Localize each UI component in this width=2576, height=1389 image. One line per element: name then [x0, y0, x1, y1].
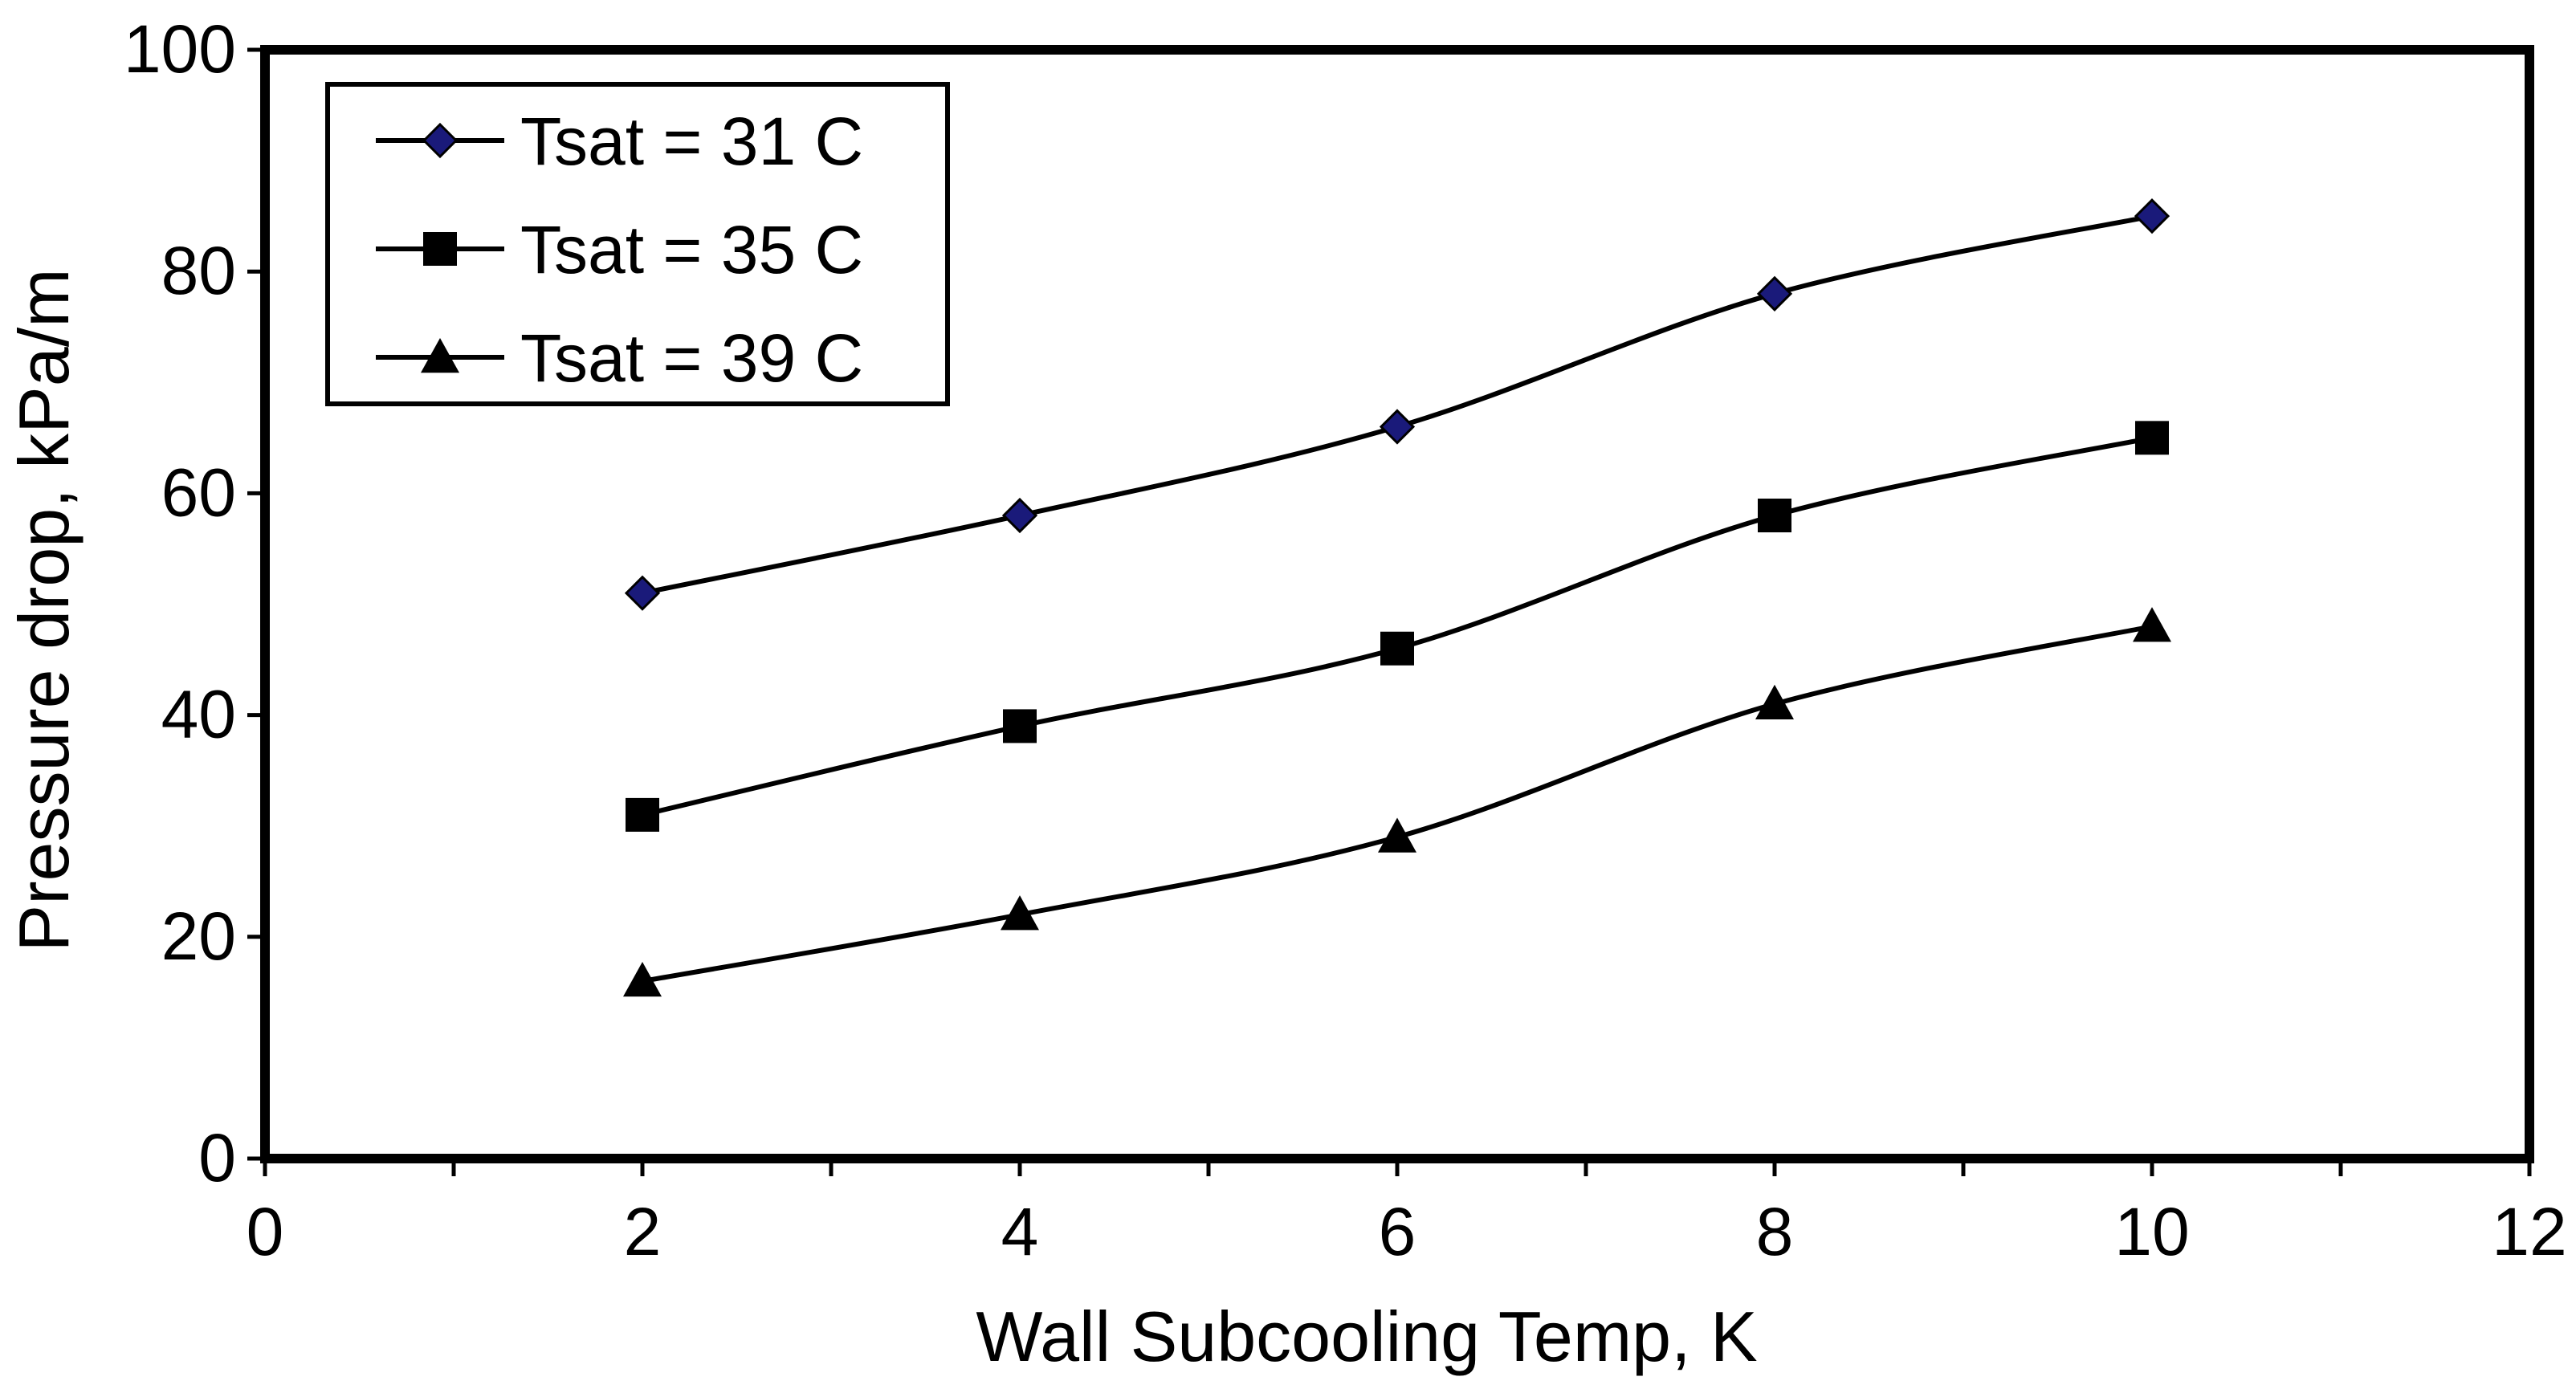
data-point — [1380, 631, 1414, 666]
data-point — [2134, 198, 2170, 234]
data-point — [1758, 499, 1791, 533]
legend-marker — [423, 232, 457, 266]
legend-label: Tsat = 31 C — [520, 104, 863, 179]
data-point — [1001, 497, 1038, 534]
legend-entry: Tsat = 31 C — [376, 104, 863, 179]
y-tick-label: 0 — [198, 1120, 236, 1196]
x-tick-label: 4 — [1001, 1194, 1039, 1269]
data-point — [1755, 684, 1794, 719]
x-tick-label: 8 — [1756, 1194, 1794, 1269]
x-tick-label: 2 — [624, 1194, 662, 1269]
legend: Tsat = 31 C Tsat = 35 C Tsat = 39 C — [325, 82, 950, 406]
data-point — [1003, 709, 1037, 743]
legend-entry: Tsat = 35 C — [376, 212, 863, 287]
y-tick-label: 80 — [161, 233, 236, 308]
data-point — [626, 797, 659, 832]
series-1 — [624, 198, 2170, 611]
series-3 — [623, 607, 2171, 997]
x-tick-label: 10 — [2114, 1194, 2189, 1269]
y-axis-title: Pressure drop, kPa/m — [4, 269, 84, 952]
data-point — [1379, 409, 1416, 445]
data-point — [1378, 817, 1416, 853]
data-point — [623, 962, 662, 997]
data-point — [624, 575, 661, 611]
y-tick-label: 60 — [161, 454, 236, 530]
legend-label: Tsat = 35 C — [520, 212, 863, 287]
data-point — [2133, 607, 2171, 642]
series-line — [642, 435, 2153, 817]
legend-marker — [422, 122, 459, 159]
x-axis-title: Wall Subcooling Temp, K — [976, 1297, 1757, 1376]
y-tick-label: 40 — [161, 677, 236, 752]
legend-label: Tsat = 39 C — [520, 320, 863, 396]
y-tick-label: 20 — [161, 898, 236, 974]
legend-marker — [421, 338, 459, 373]
x-tick-label: 12 — [2492, 1194, 2566, 1269]
series-2 — [626, 421, 2169, 832]
axes-layer: 0 20 40 60 80 100 0 2 4 6 8 10 12 — [124, 11, 2567, 1269]
series-line — [642, 624, 2153, 984]
series-layer — [623, 198, 2171, 997]
data-point — [1756, 275, 1793, 312]
data-point — [2135, 421, 2169, 455]
data-point — [1001, 895, 1039, 931]
legend-entry: Tsat = 39 C — [376, 320, 863, 396]
y-tick-label: 100 — [124, 11, 236, 87]
x-tick-label: 6 — [1379, 1194, 1416, 1269]
x-tick-label: 0 — [247, 1194, 284, 1269]
